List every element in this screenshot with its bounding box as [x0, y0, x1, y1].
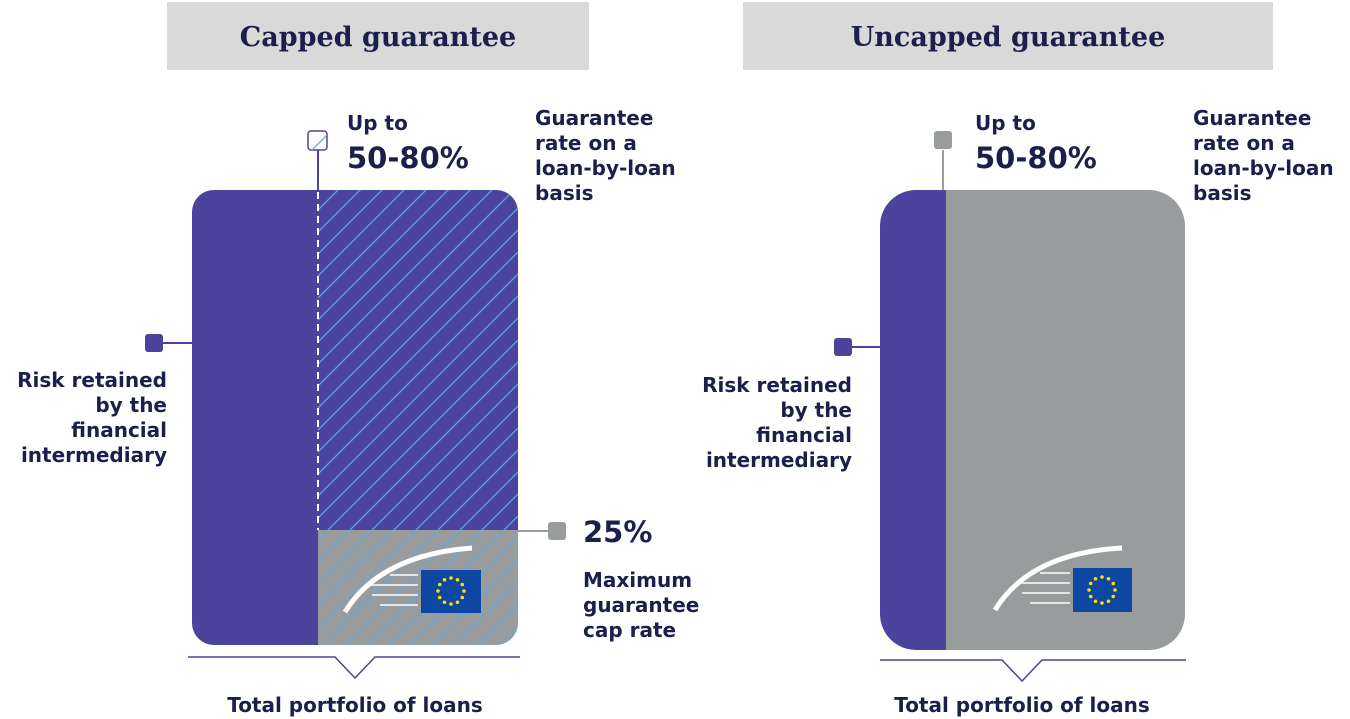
star [1093, 599, 1098, 604]
footer: Total portfolio of loans [894, 693, 1150, 717]
label: Guarantee [535, 106, 653, 130]
star [1113, 588, 1117, 592]
star [1106, 576, 1111, 581]
star [455, 600, 460, 605]
panel-title: Uncapped guarantee [851, 22, 1166, 53]
label: guarantee [583, 593, 699, 617]
label: financial [71, 418, 167, 442]
label: by the [780, 398, 852, 422]
label: Maximum [583, 568, 692, 592]
star [1087, 588, 1091, 592]
label: by the [95, 393, 167, 417]
star [437, 595, 442, 600]
star [449, 602, 453, 606]
label: cap rate [583, 618, 676, 642]
label: Up to [347, 111, 408, 135]
label: loan-by-loan [1193, 156, 1334, 180]
eu-logo [342, 545, 481, 614]
star [1111, 594, 1116, 599]
star [442, 600, 447, 605]
label: Risk retained [702, 373, 852, 397]
label: basis [535, 181, 593, 205]
star [437, 582, 442, 587]
star [455, 577, 460, 582]
label: rate on a [1193, 131, 1295, 155]
star [1100, 601, 1104, 605]
label: 50-80% [347, 141, 469, 175]
label: Up to [975, 111, 1036, 135]
star [442, 577, 447, 582]
header-bg [167, 2, 589, 70]
label: basis [1193, 181, 1251, 205]
label: Risk retained [17, 368, 167, 392]
label: rate on a [535, 131, 637, 155]
star [462, 589, 466, 593]
label: loan-by-loan [535, 156, 676, 180]
label: 25% [583, 515, 652, 549]
star [449, 576, 453, 580]
label: financial [756, 423, 852, 447]
header-bg [743, 2, 1273, 70]
label: 50-80% [975, 141, 1097, 175]
star [436, 589, 440, 593]
star [1093, 576, 1098, 581]
star [1100, 575, 1104, 579]
star [1088, 581, 1093, 586]
label: intermediary [21, 443, 167, 467]
portfolio-box [880, 190, 1185, 650]
eu-logo [992, 545, 1132, 612]
star [1088, 594, 1093, 599]
star [1106, 599, 1111, 604]
star [460, 595, 465, 600]
star [460, 582, 465, 587]
label: intermediary [706, 448, 852, 472]
panel-title: Capped guarantee [240, 22, 516, 53]
portfolio-box [192, 190, 518, 645]
star [1111, 581, 1116, 586]
label: Guarantee [1193, 106, 1311, 130]
footer: Total portfolio of loans [227, 693, 483, 717]
